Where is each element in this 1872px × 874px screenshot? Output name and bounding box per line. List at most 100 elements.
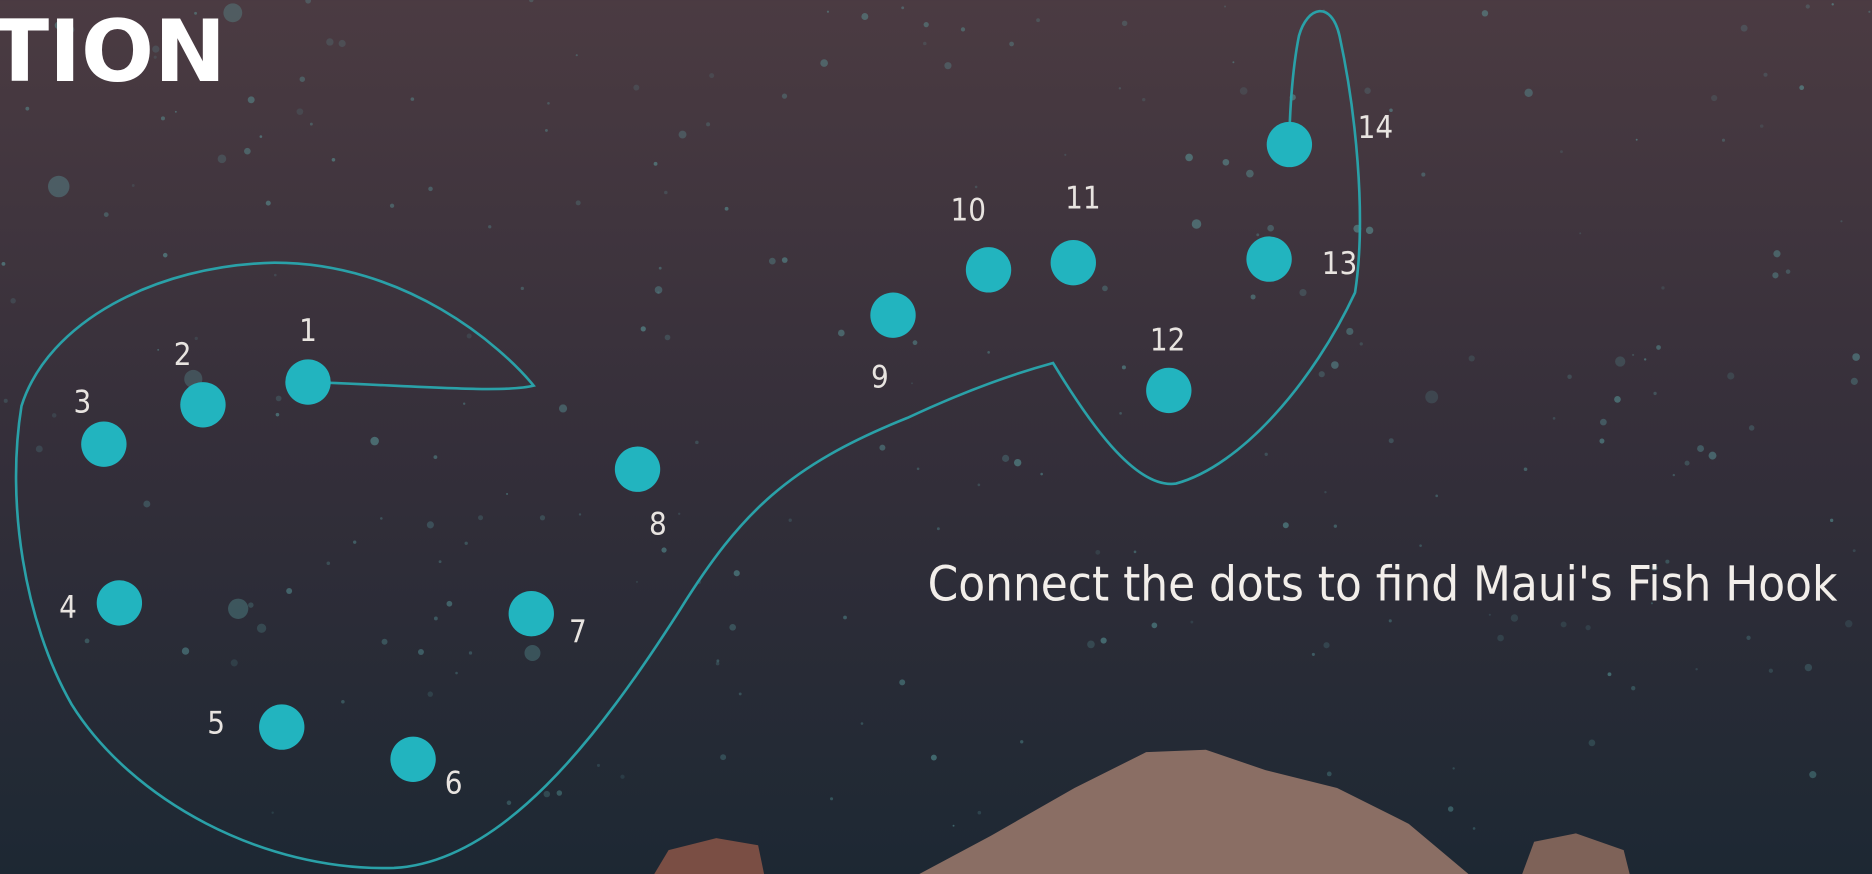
speckle — [1709, 452, 1717, 460]
speckle — [465, 542, 468, 545]
speckle — [782, 94, 787, 99]
speckle — [1224, 6, 1226, 8]
speckle — [1722, 139, 1725, 142]
speckle — [1346, 328, 1353, 335]
speckle — [1473, 827, 1476, 830]
speckle — [1799, 85, 1804, 90]
speckle — [1331, 361, 1339, 369]
speckle — [1772, 272, 1778, 278]
speckle — [1589, 740, 1596, 747]
speckle — [1265, 453, 1268, 456]
speckle — [1452, 767, 1454, 769]
speckle — [1695, 668, 1697, 670]
speckle — [1119, 87, 1121, 89]
speckle — [1599, 439, 1604, 444]
speckle — [789, 519, 792, 522]
speckle — [327, 562, 331, 566]
speckle — [1312, 653, 1315, 656]
speckle — [1389, 619, 1392, 622]
speckle — [720, 754, 726, 760]
speckle — [913, 340, 918, 345]
speckle — [659, 267, 662, 270]
dot-label: 14 — [1358, 110, 1394, 146]
speckle — [439, 560, 442, 563]
speckle — [1421, 173, 1425, 177]
speckle — [1673, 474, 1675, 476]
speckle — [545, 129, 548, 132]
speckle — [1267, 225, 1274, 232]
dot-label: 5 — [207, 706, 225, 742]
speckle — [1786, 269, 1791, 274]
speckle — [143, 501, 150, 508]
speckle — [1014, 459, 1021, 466]
speckle — [1524, 89, 1532, 97]
speckle — [641, 326, 646, 331]
speckle — [1102, 285, 1108, 291]
speckle — [1868, 11, 1870, 13]
speckle — [678, 513, 680, 515]
speckle — [664, 191, 668, 195]
speckle — [924, 22, 929, 27]
dot — [97, 580, 142, 625]
speckle — [1773, 250, 1780, 257]
speckle — [1851, 378, 1858, 385]
speckle — [132, 184, 135, 187]
speckle — [579, 513, 581, 515]
speckle — [1631, 686, 1635, 690]
speckle — [467, 333, 472, 338]
speckle — [1334, 525, 1337, 528]
speckle — [1192, 219, 1202, 229]
speckle — [1653, 392, 1656, 395]
dot — [285, 359, 330, 404]
speckle — [469, 651, 472, 654]
speckle — [182, 647, 189, 654]
speckle — [654, 162, 658, 166]
speckle — [1425, 390, 1438, 403]
speckle — [507, 801, 512, 806]
speckle — [1809, 771, 1816, 778]
speckle — [161, 116, 165, 120]
speckle — [1319, 371, 1325, 377]
speckle — [228, 599, 248, 619]
speckle — [1769, 669, 1773, 673]
speckle — [1644, 358, 1646, 360]
speckle — [10, 298, 15, 303]
dot — [259, 704, 304, 749]
speckle — [559, 404, 567, 412]
speckle — [1327, 772, 1332, 777]
speckle — [1469, 355, 1475, 361]
speckle — [506, 493, 508, 495]
dot-label: 4 — [59, 590, 77, 626]
speckle — [1324, 491, 1326, 493]
speckle — [48, 176, 69, 197]
speckle — [709, 73, 714, 78]
speckle — [1240, 87, 1248, 95]
dot-label: 12 — [1150, 322, 1186, 358]
speckle — [1830, 519, 1833, 522]
speckle — [695, 441, 699, 445]
speckle — [1763, 73, 1767, 77]
speckle — [975, 186, 978, 189]
speckle — [769, 258, 776, 265]
speckle — [1223, 159, 1230, 166]
speckle — [4, 399, 8, 403]
speckle — [1840, 220, 1842, 222]
speckle — [463, 402, 465, 404]
speckle — [433, 455, 437, 459]
speckle — [260, 135, 263, 138]
speckle — [937, 527, 940, 530]
speckle — [1741, 25, 1748, 32]
dot-label: 3 — [73, 385, 91, 421]
speckle — [455, 672, 458, 675]
dot-label: 2 — [174, 337, 192, 373]
speckle — [633, 85, 639, 91]
speckle — [879, 445, 885, 451]
speckle — [1600, 419, 1607, 426]
speckle — [52, 413, 57, 418]
speckle — [271, 812, 273, 814]
speckle — [1283, 522, 1289, 528]
speckle — [1685, 461, 1690, 466]
speckle — [734, 570, 740, 576]
speckle — [1185, 154, 1193, 162]
speckle — [961, 27, 965, 31]
